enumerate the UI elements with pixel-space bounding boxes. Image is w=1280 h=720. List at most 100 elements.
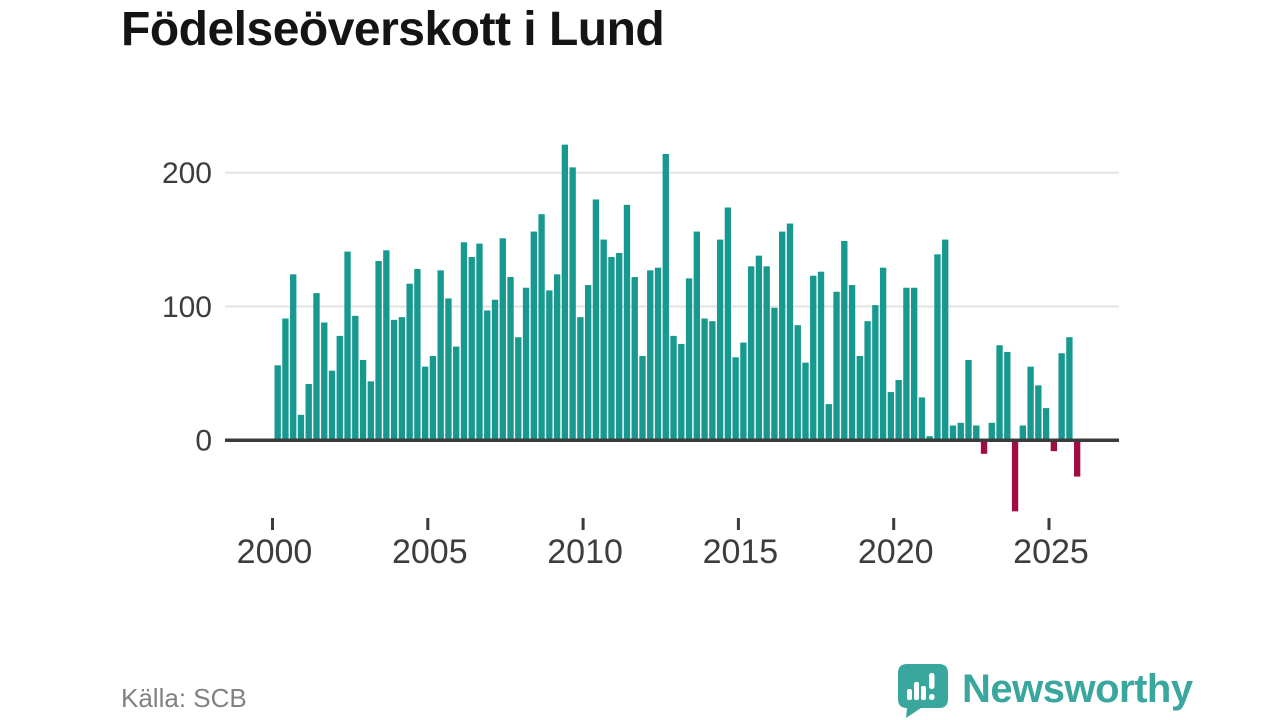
bar-positive <box>290 274 297 441</box>
newsworthy-logo-text: Newsworthy <box>962 667 1193 711</box>
bar-positive <box>608 256 615 441</box>
bar-positive <box>445 298 452 441</box>
bar-positive <box>274 365 281 441</box>
bar-positive <box>421 366 429 441</box>
source-note: Källa: SCB <box>121 683 247 713</box>
bar-positive <box>437 270 444 441</box>
newsworthy-logo: Newsworthy <box>897 663 1193 718</box>
bar-positive <box>429 355 437 441</box>
bar-positive <box>949 425 957 441</box>
bar-positive <box>282 318 289 441</box>
bar-positive <box>297 414 305 441</box>
bar-positive <box>398 317 406 441</box>
bar-positive <box>639 355 646 441</box>
bar-positive <box>359 359 367 441</box>
bar-positive <box>321 322 328 441</box>
bar-positive <box>1019 425 1027 441</box>
bar-positive <box>414 269 421 441</box>
bar-positive <box>701 318 708 441</box>
bar-positive <box>367 381 374 441</box>
x-axis-tick-label: 2010 <box>547 533 623 571</box>
bar-positive <box>476 243 483 441</box>
bar-positive <box>484 310 491 441</box>
bar-positive <box>926 436 933 441</box>
bar-positive <box>887 392 895 441</box>
bar-positive <box>763 266 770 441</box>
bar-positive <box>670 335 677 441</box>
bar-positive <box>879 267 887 441</box>
bar-positive <box>328 370 336 441</box>
bar-positive <box>872 305 879 441</box>
bar-positive <box>616 252 623 441</box>
bar-negative <box>1073 441 1081 477</box>
bar-positive <box>732 357 739 441</box>
bar-positive <box>569 167 576 441</box>
bar-positive <box>678 343 685 441</box>
bar-positive <box>755 255 763 441</box>
x-axis-tick-label: 2025 <box>1013 533 1089 571</box>
bar-positive <box>841 240 848 441</box>
bar-positive <box>918 397 926 441</box>
bar-positive <box>647 270 654 441</box>
bar-positive <box>522 287 530 441</box>
bar-negative <box>1050 441 1058 452</box>
bar-positive <box>965 359 972 441</box>
bar-positive <box>895 380 902 441</box>
y-axis-tick-label: 100 <box>162 291 212 324</box>
newsworthy-speech-bubble-chart-icon <box>898 664 948 718</box>
bar-positive <box>833 291 840 441</box>
logo-bar-medium <box>921 686 926 700</box>
bar-positive <box>491 299 499 441</box>
bar-positive <box>724 207 732 441</box>
y-axis-tick-label: 0 <box>195 425 212 458</box>
bar-positive <box>716 239 724 441</box>
bar-positive <box>305 384 312 441</box>
bar-positive <box>856 355 863 441</box>
bar-positive <box>460 242 468 441</box>
bar-positive <box>957 422 964 441</box>
bar-positive <box>468 256 475 441</box>
logo-exclamation-dot <box>929 694 935 700</box>
bar-positive <box>631 277 638 441</box>
logo-exclamation-stem <box>929 673 935 689</box>
bar-positive <box>779 231 786 441</box>
chart-title: Födelseöverskott i Lund <box>121 3 665 56</box>
bar-positive <box>584 285 592 441</box>
bar-positive <box>786 223 794 441</box>
bar-positive <box>1027 366 1034 441</box>
bar-negative <box>1011 441 1019 512</box>
bar-positive <box>1042 408 1050 441</box>
bar-positive <box>740 342 747 441</box>
bar-positive <box>934 254 941 441</box>
bar-positive <box>336 335 343 441</box>
bar-positive <box>561 144 569 441</box>
bar-positive <box>623 204 631 441</box>
y-axis-tick-label: 200 <box>162 157 212 190</box>
bar-positive <box>903 287 910 441</box>
bar-positive <box>1058 353 1065 441</box>
bar-positive <box>973 425 980 441</box>
bar-positive <box>406 283 413 441</box>
bar-positive <box>515 337 522 441</box>
bar-positive <box>507 277 514 441</box>
bar-positive <box>910 287 918 441</box>
bar-positive <box>942 239 949 441</box>
birth-surplus-bar-chart: 0 100 200 2000 2005 2010 2015 2020 2025 <box>162 144 1119 571</box>
bar-positive <box>988 422 995 441</box>
bar-positive <box>1035 385 1042 441</box>
bar-positive <box>709 321 716 441</box>
bar-positive <box>802 362 809 441</box>
logo-bar-small <box>907 689 912 700</box>
bar-positive <box>344 251 351 441</box>
x-axis-tick-label: 2020 <box>858 533 934 571</box>
bar-positive <box>375 260 382 441</box>
x-axis-tick-label: 2005 <box>392 533 468 571</box>
bar-positive <box>654 267 662 441</box>
bar-positive <box>499 238 506 441</box>
bar-positive <box>592 199 600 441</box>
x-axis-tick-label: 2000 <box>237 533 313 571</box>
bar-positive <box>662 153 669 441</box>
bar-positive <box>352 315 359 441</box>
bar-positive <box>538 214 545 441</box>
bar-positive <box>825 404 832 441</box>
